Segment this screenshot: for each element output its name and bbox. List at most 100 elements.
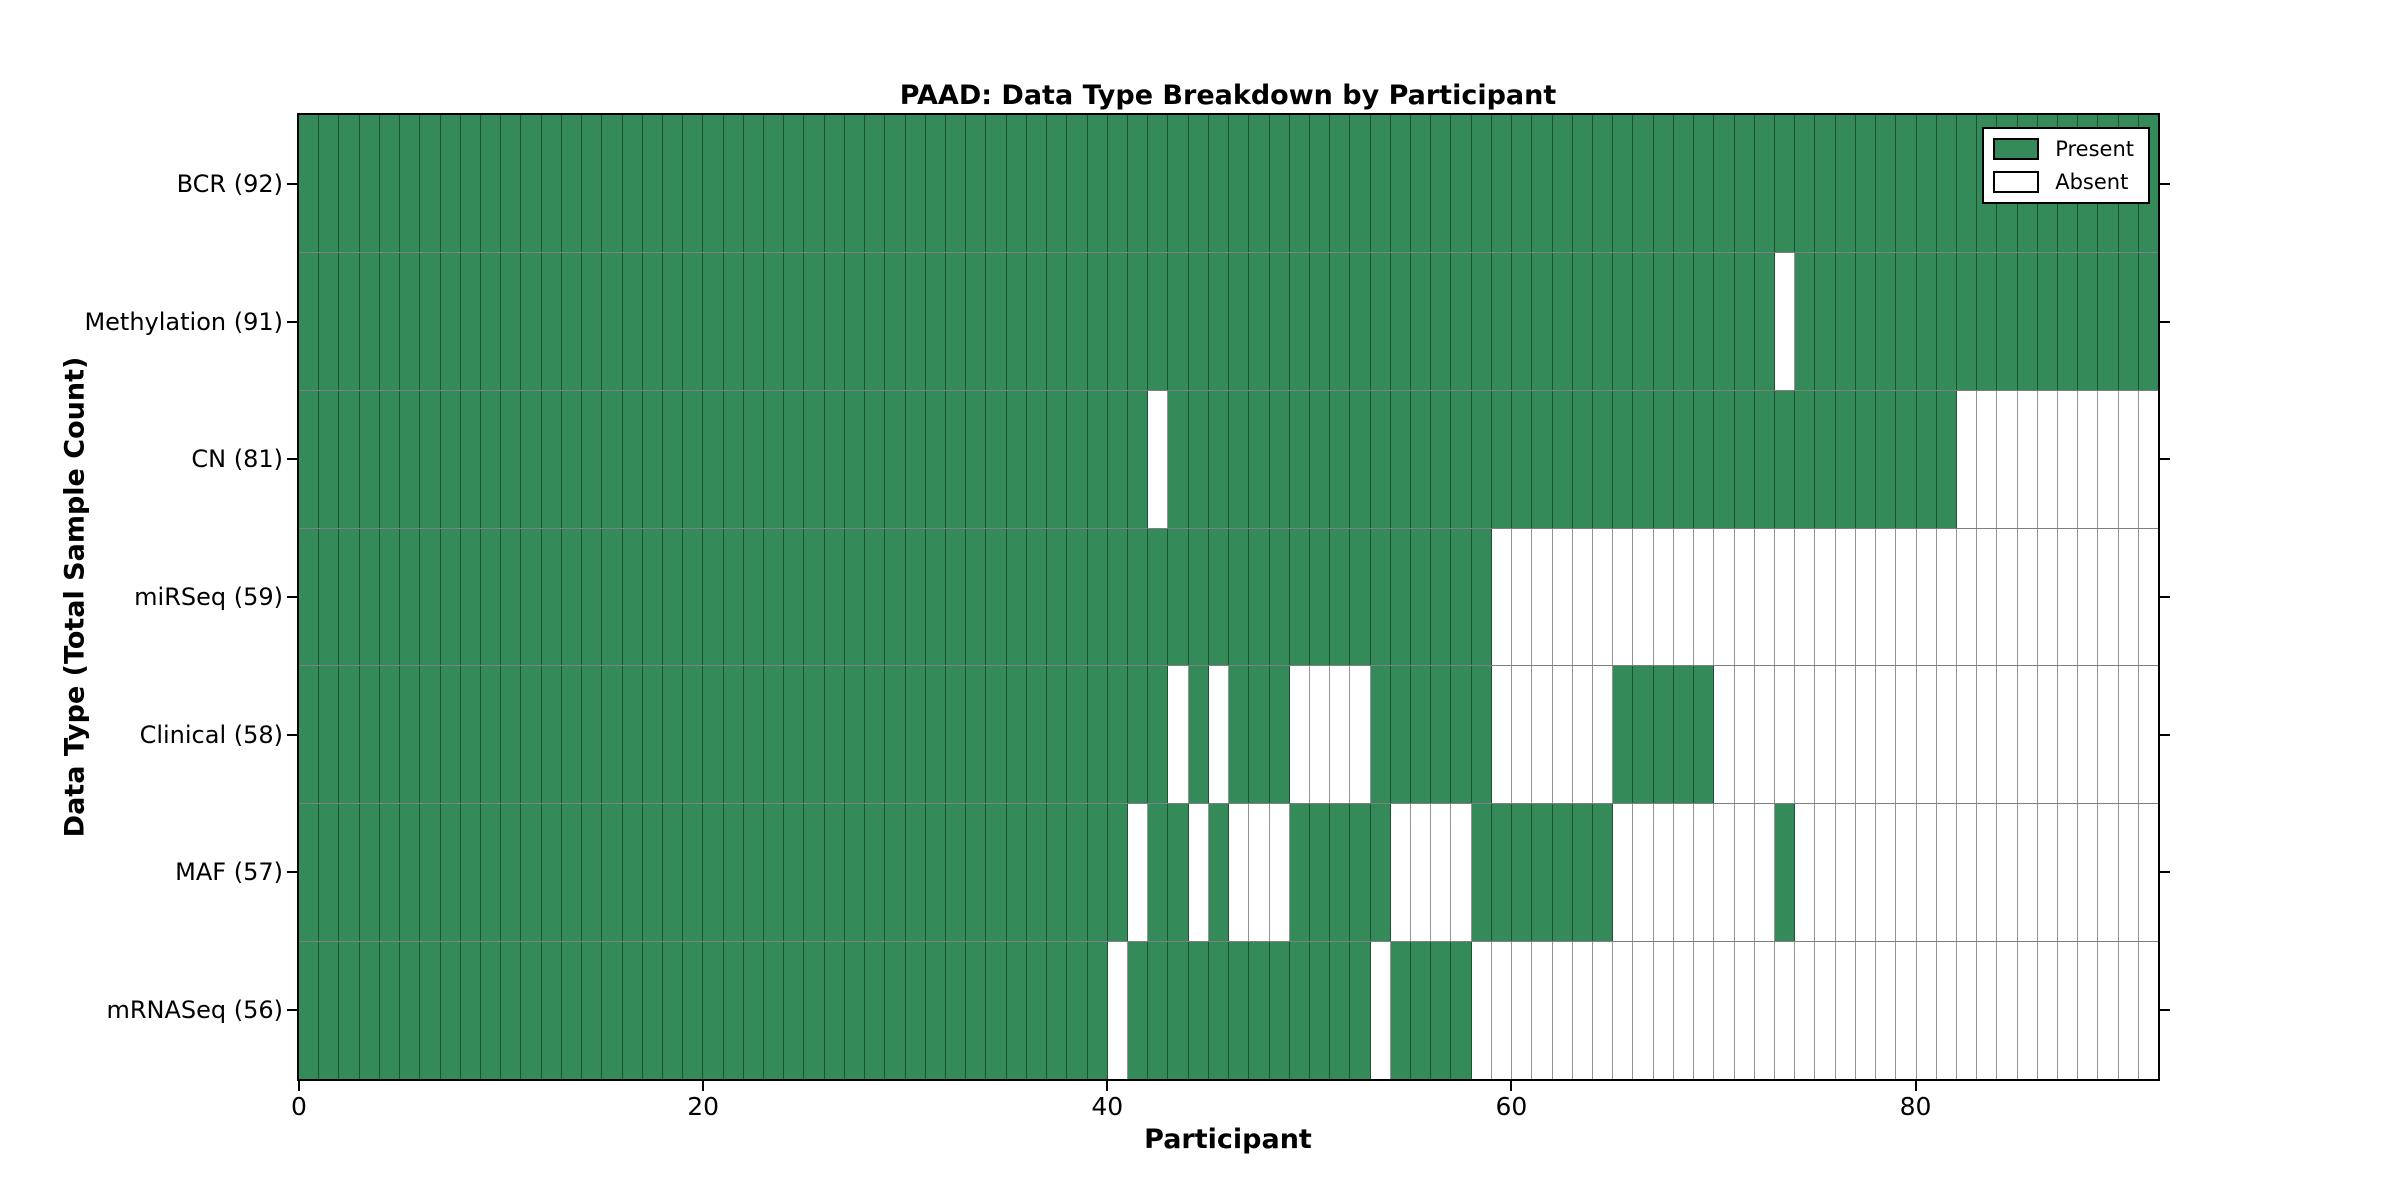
cell-CN-35	[1006, 390, 1027, 528]
cell-Methylation-23	[764, 252, 785, 390]
legend: Present Absent	[1982, 127, 2150, 204]
heatmap-grid	[299, 115, 2159, 1080]
row-label-BCR: BCR (92)	[176, 169, 283, 198]
cell-BCR-68	[1673, 115, 1695, 252]
cell-CN-81	[1936, 390, 1957, 528]
cell-CN-17	[642, 390, 663, 528]
cell-Clinical-87	[2058, 666, 2079, 804]
cell-BCR-73	[1774, 115, 1796, 252]
cell-MAF-0	[299, 804, 320, 942]
cell-miRSeq-69	[1694, 528, 1715, 666]
cell-CN-72	[1754, 390, 1775, 528]
cell-BCR-32	[946, 115, 967, 252]
cell-Methylation-81	[1936, 252, 1957, 390]
x-axis-label: Participant	[1144, 1124, 1312, 1155]
cell-miRSeq-14	[582, 528, 603, 666]
cell-MAF-69	[1694, 804, 1715, 942]
x-tick-40	[1106, 1081, 1109, 1091]
cell-Methylation-88	[2078, 252, 2099, 390]
cell-CN-30	[905, 390, 926, 528]
cell-mRNASeq-79	[1896, 942, 1917, 1080]
cell-mRNASeq-56	[1431, 942, 1452, 1080]
cell-Methylation-79	[1896, 252, 1917, 390]
cell-CN-24	[784, 390, 805, 528]
cell-CN-83	[1977, 390, 1998, 528]
cell-CN-1	[319, 390, 340, 528]
cell-CN-12	[541, 390, 562, 528]
cell-miRSeq-38	[1067, 528, 1088, 666]
cell-MAF-64	[1593, 804, 1614, 942]
cell-CN-56	[1431, 390, 1452, 528]
cell-miRSeq-13	[561, 528, 583, 666]
cell-mRNASeq-3	[359, 942, 380, 1080]
cell-CN-84	[1997, 390, 2018, 528]
cell-CN-59	[1491, 390, 1513, 528]
row-label-miRSeq: miRSeq (59)	[134, 583, 283, 611]
cell-MAF-44	[1188, 804, 1209, 942]
cell-Clinical-49	[1289, 666, 1310, 804]
cell-miRSeq-83	[1977, 528, 1998, 666]
cell-Clinical-23	[764, 666, 785, 804]
cell-Clinical-31	[925, 666, 946, 804]
cell-Clinical-35	[1006, 666, 1027, 804]
cell-BCR-18	[662, 115, 684, 252]
cell-MAF-77	[1855, 804, 1877, 942]
cell-miRSeq-65	[1613, 528, 1634, 666]
cell-Clinical-85	[2017, 666, 2038, 804]
cell-Methylation-58	[1471, 252, 1492, 390]
y-tick-left-CN	[287, 458, 297, 461]
cell-mRNASeq-35	[1006, 942, 1027, 1080]
cell-CN-20	[703, 390, 724, 528]
cell-MAF-79	[1896, 804, 1917, 942]
cell-Clinical-41	[1127, 666, 1149, 804]
cell-mRNASeq-9	[480, 942, 502, 1080]
cell-MAF-22	[743, 804, 765, 942]
y-tick-right-mRNASeq	[2160, 1009, 2170, 1012]
cell-CN-78	[1876, 390, 1897, 528]
row-label-mRNASeq: mRNASeq (56)	[106, 996, 283, 1025]
cell-miRSeq-10	[501, 528, 522, 666]
cell-Methylation-63	[1572, 252, 1593, 390]
cell-Clinical-21	[723, 666, 744, 804]
cell-Methylation-3	[359, 252, 380, 390]
cell-MAF-34	[986, 804, 1007, 942]
cell-BCR-39	[1087, 115, 1108, 252]
x-tick-20	[702, 1081, 705, 1091]
cell-BCR-28	[865, 115, 886, 252]
cell-mRNASeq-25	[804, 942, 825, 1080]
cell-MAF-74	[1795, 804, 1816, 942]
row-label-Clinical: Clinical (58)	[139, 720, 283, 749]
cell-CN-15	[602, 390, 623, 528]
cell-miRSeq-29	[885, 528, 906, 666]
cell-miRSeq-73	[1774, 528, 1796, 666]
cell-Methylation-46	[1229, 252, 1250, 390]
cell-CN-10	[501, 390, 522, 528]
cell-CN-61	[1532, 390, 1553, 528]
cell-CN-80	[1916, 390, 1937, 528]
cell-Methylation-35	[1006, 252, 1027, 390]
cell-BCR-42	[1148, 115, 1169, 252]
cell-Clinical-7	[440, 666, 461, 804]
cell-mRNASeq-76	[1835, 942, 1856, 1080]
cell-mRNASeq-29	[885, 942, 906, 1080]
cell-MAF-25	[804, 804, 825, 942]
cell-BCR-21	[723, 115, 744, 252]
cell-CN-40	[1107, 390, 1128, 528]
cell-MAF-68	[1673, 804, 1695, 942]
cell-BCR-41	[1127, 115, 1149, 252]
cell-MAF-60	[1512, 804, 1533, 942]
cell-Methylation-2	[339, 252, 360, 390]
y-axis-label: Data Type (Total Sample Count)	[59, 356, 91, 838]
cell-Clinical-51	[1330, 666, 1351, 804]
cell-CN-52	[1350, 390, 1371, 528]
cell-BCR-37	[1047, 115, 1068, 252]
cell-mRNASeq-70	[1714, 942, 1735, 1080]
cell-mRNASeq-15	[602, 942, 623, 1080]
cell-mRNASeq-54	[1390, 942, 1412, 1080]
cell-mRNASeq-74	[1795, 942, 1816, 1080]
cell-MAF-88	[2078, 804, 2099, 942]
cell-Methylation-61	[1532, 252, 1553, 390]
cell-CN-31	[925, 390, 946, 528]
cell-CN-86	[2037, 390, 2059, 528]
cell-CN-54	[1390, 390, 1412, 528]
